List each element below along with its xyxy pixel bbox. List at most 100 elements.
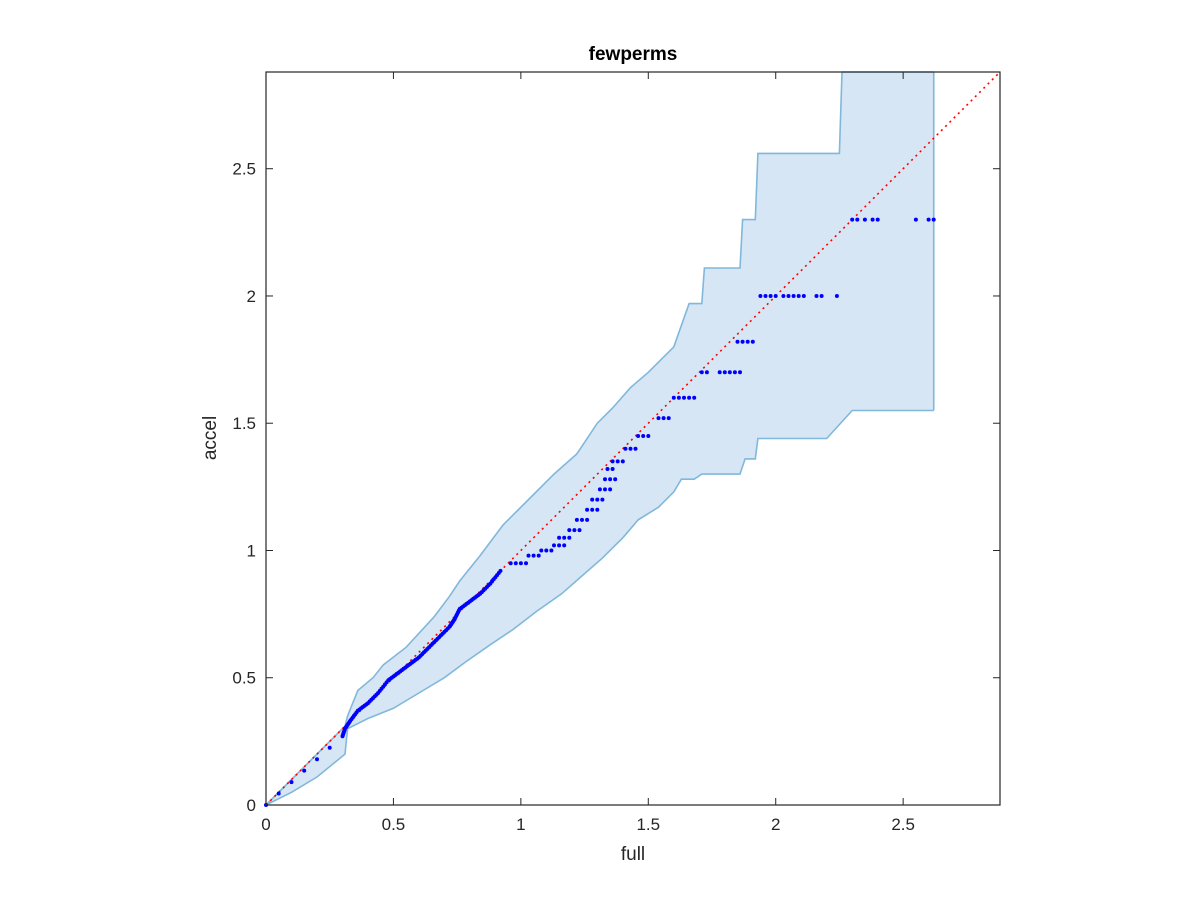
data-point xyxy=(796,294,801,298)
data-point xyxy=(656,416,661,421)
axes-layer xyxy=(265,71,1001,806)
chart-title: fewperms xyxy=(589,44,678,65)
data-point xyxy=(567,535,572,540)
data-point xyxy=(610,467,615,471)
data-point xyxy=(580,517,584,522)
x-tick-label: 1.5 xyxy=(636,815,660,834)
data-point xyxy=(628,446,633,451)
data-point xyxy=(590,507,595,512)
data-point xyxy=(773,294,778,298)
y-tick-label: 2.5 xyxy=(232,160,256,179)
y-tick-label: 2 xyxy=(247,287,256,306)
data-point xyxy=(524,561,528,566)
data-point xyxy=(661,416,666,421)
data-point xyxy=(610,459,615,464)
data-point xyxy=(870,217,875,222)
y-tick-label: 0.5 xyxy=(232,669,256,688)
data-point xyxy=(687,395,692,400)
scatter-points-layer xyxy=(264,217,936,807)
x-tick-label: 0.5 xyxy=(382,815,406,834)
data-point xyxy=(620,459,625,464)
data-point xyxy=(740,339,745,344)
y-tick-label: 0 xyxy=(247,796,256,815)
data-point xyxy=(722,370,727,375)
reference-line-layer xyxy=(265,71,1001,806)
confidence-band-upper-edge xyxy=(265,71,934,806)
data-point xyxy=(577,528,582,533)
data-point xyxy=(768,294,773,298)
data-point xyxy=(862,217,867,222)
data-point xyxy=(763,294,768,298)
confidence-band-layer xyxy=(265,71,935,806)
data-point xyxy=(597,487,602,492)
data-point xyxy=(819,294,824,298)
data-point xyxy=(526,553,531,558)
data-point xyxy=(585,517,590,522)
data-point xyxy=(572,528,577,533)
data-point xyxy=(633,446,638,451)
y-tick-label: 1 xyxy=(247,541,256,560)
data-point xyxy=(608,477,613,482)
data-point xyxy=(327,745,332,750)
data-point xyxy=(302,768,307,773)
data-point xyxy=(623,446,628,451)
x-axis-label: full xyxy=(621,844,645,865)
data-point xyxy=(603,477,607,482)
data-point xyxy=(595,507,600,512)
data-point xyxy=(552,543,556,548)
x-tick-label: 2.5 xyxy=(891,815,915,834)
data-point xyxy=(531,553,536,558)
data-point xyxy=(699,370,704,375)
data-point xyxy=(544,548,549,553)
data-point xyxy=(641,434,646,438)
data-point xyxy=(913,217,918,222)
y-tick-label: 1.5 xyxy=(232,414,256,433)
confidence-band-lower-edge xyxy=(265,409,934,806)
data-point xyxy=(814,294,819,298)
data-point xyxy=(603,487,607,492)
data-point xyxy=(727,370,732,375)
data-point xyxy=(289,780,294,785)
data-point xyxy=(926,217,931,222)
data-point xyxy=(692,395,697,400)
data-point xyxy=(791,294,796,298)
data-point xyxy=(513,561,518,566)
data-point xyxy=(732,370,737,375)
data-point xyxy=(567,528,572,533)
data-point xyxy=(276,791,281,796)
data-point xyxy=(636,434,641,438)
data-point xyxy=(590,497,595,502)
data-point xyxy=(585,507,590,512)
data-point xyxy=(608,487,613,492)
data-point xyxy=(704,370,709,375)
data-point xyxy=(508,561,513,566)
data-point xyxy=(875,217,880,222)
data-point xyxy=(315,757,319,762)
data-point xyxy=(646,434,651,438)
data-point xyxy=(735,339,740,344)
data-point xyxy=(562,535,567,540)
x-tick-label: 1 xyxy=(516,815,525,834)
data-point xyxy=(539,548,544,553)
data-point xyxy=(557,535,562,540)
x-tick-label: 0 xyxy=(261,815,270,834)
data-point xyxy=(549,548,554,553)
data-point xyxy=(518,561,523,566)
data-point xyxy=(676,395,681,400)
data-point xyxy=(745,339,750,344)
data-point xyxy=(855,217,860,222)
ticks-layer: 0 0.5 1 1.5 2 2.5 0 0.5 1 1.5 2 2.5 xyxy=(232,72,1000,834)
data-point xyxy=(671,395,676,400)
data-point xyxy=(562,543,567,548)
reference-line xyxy=(265,71,1001,806)
data-point xyxy=(557,543,562,548)
axes-box xyxy=(265,71,1001,806)
data-point xyxy=(834,294,839,298)
data-point xyxy=(536,553,541,558)
data-point xyxy=(615,459,620,464)
x-tick-label: 2 xyxy=(771,815,780,834)
data-point xyxy=(595,497,600,502)
data-point xyxy=(758,294,763,298)
